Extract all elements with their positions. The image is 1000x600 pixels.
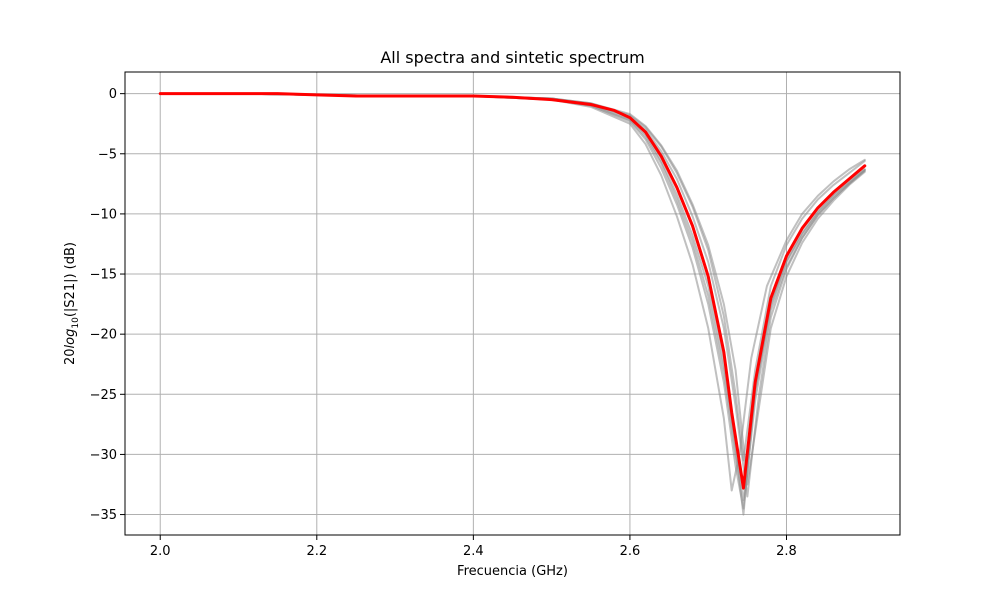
y-axis-label-prefix: 20	[63, 348, 78, 365]
y-axis-label-subscript: 10	[71, 317, 81, 329]
y-tick-label: −30	[90, 448, 117, 463]
synthetic-spectrum-line	[158, 92, 867, 490]
x-tick-label: 2.2	[306, 544, 327, 559]
axis-ticks: 2.0 2.2 2.4 2.6 2.8 0 −5 −10 −15 −20 −25 −30 −35	[90, 87, 797, 559]
y-tick-label: −20	[90, 328, 117, 343]
y-tick-label: −5	[98, 147, 117, 162]
plot-frame	[124, 71, 901, 536]
x-tick-label: 2.4	[463, 544, 484, 559]
y-axis-label-log: log	[63, 329, 78, 349]
x-tick-label: 2.6	[620, 544, 641, 559]
chart-title: All spectra and sintetic spectrum	[380, 48, 644, 67]
y-axis-label-suffix: (|S21|) (dB)	[63, 242, 78, 317]
y-tick-label: −35	[90, 508, 117, 523]
x-tick-label: 2.8	[776, 544, 797, 559]
x-tick-label: 2.0	[150, 544, 171, 559]
y-tick-label: −15	[90, 268, 117, 283]
y-tick-label: −25	[90, 388, 117, 403]
plot-series	[158, 92, 867, 516]
x-axis-label: Frecuencia (GHz)	[457, 564, 568, 579]
y-tick-label: −10	[90, 207, 117, 222]
y-tick-label: 0	[109, 87, 117, 102]
y-axis-label: 20log10(|S21|) (dB)	[63, 242, 81, 365]
